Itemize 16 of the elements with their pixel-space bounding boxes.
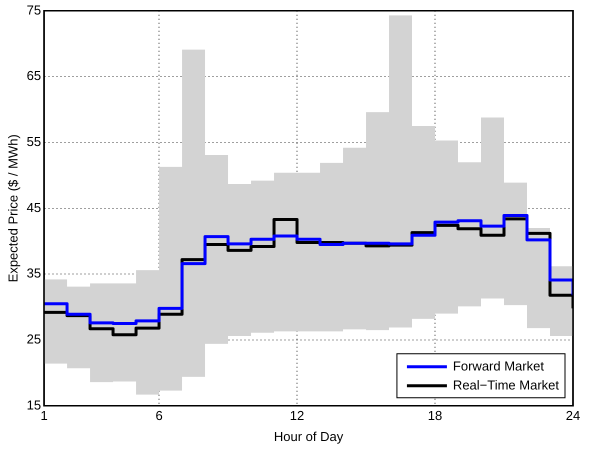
- y-tick-label: 75: [26, 2, 42, 18]
- legend-label: Real−Time Market: [452, 377, 560, 392]
- y-tick-label: 15: [26, 397, 42, 412]
- x-axis-title: Hour of Day: [274, 428, 344, 444]
- y-tick-label: 35: [26, 266, 42, 281]
- x-tick-label: 24: [566, 408, 580, 424]
- x-tick-label: 1: [40, 408, 48, 424]
- y-tick-label: 65: [26, 68, 42, 84]
- y-axis-title: Expected Price ($ / MWh): [5, 134, 20, 282]
- x-tick-label: 12: [290, 408, 304, 424]
- y-tick-label: 25: [26, 332, 42, 347]
- y-tick-label: 55: [26, 134, 42, 150]
- y-tick-label: 45: [26, 200, 42, 215]
- legend-label: Forward Market: [452, 358, 544, 374]
- x-tick-label: 6: [155, 408, 163, 424]
- x-tick-label: 18: [428, 408, 442, 424]
